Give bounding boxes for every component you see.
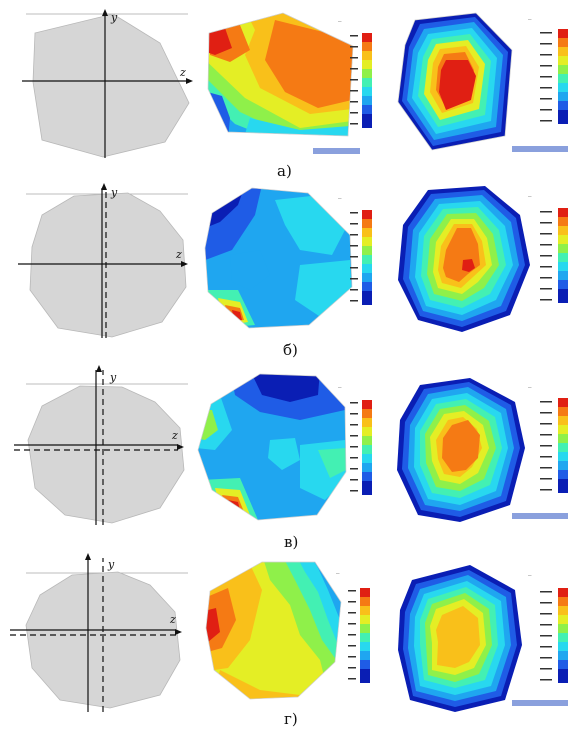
legend-title: — xyxy=(528,385,532,389)
cross-section-d: y z xyxy=(10,553,188,712)
y-axis-arrow-icon xyxy=(96,365,102,372)
y-axis-label: y xyxy=(107,558,115,571)
field-outline xyxy=(205,561,342,700)
cross-section-shape xyxy=(29,192,187,338)
field-outline xyxy=(197,373,347,521)
temperature-field-c: — xyxy=(397,378,568,522)
field-outline xyxy=(204,187,353,329)
color-legend: — xyxy=(338,196,372,305)
legend-title: — xyxy=(336,571,340,575)
legend-title: — xyxy=(338,196,342,200)
cross-section-b: y z xyxy=(18,183,188,338)
status-strip xyxy=(512,146,568,152)
y-axis-label: y xyxy=(110,11,118,24)
color-legend: — xyxy=(338,385,372,495)
row-a: y z — xyxy=(22,9,568,180)
status-strip xyxy=(512,700,568,706)
legend-title: — xyxy=(528,194,532,198)
legend-title: — xyxy=(338,19,342,23)
caption-d: г) xyxy=(284,710,298,728)
cross-section-shape xyxy=(32,13,190,158)
cross-section-shape xyxy=(27,385,185,524)
legend-title: — xyxy=(528,17,532,21)
status-strip xyxy=(512,513,568,519)
caption-c: в) xyxy=(284,533,298,551)
z-axis-label: z xyxy=(179,66,186,79)
y-axis-arrow-icon xyxy=(101,183,107,190)
color-legend: — xyxy=(338,19,372,128)
color-legend: — xyxy=(336,571,370,683)
cross-section-a: y z xyxy=(22,9,193,158)
parameter-field-c: — xyxy=(197,373,372,521)
legend-title: — xyxy=(338,385,342,389)
y-axis-label: y xyxy=(110,186,118,199)
temperature-field-a: — xyxy=(397,12,568,152)
temperature-field-b: — xyxy=(398,186,568,332)
temp-legend: — xyxy=(528,194,568,303)
parameter-field-b: — xyxy=(204,187,372,329)
status-strip xyxy=(313,148,360,154)
z-axis-label: z xyxy=(169,613,176,626)
z-axis-label: z xyxy=(175,248,182,261)
caption-b: б) xyxy=(283,341,298,359)
cross-section-c: y z xyxy=(14,365,188,525)
z-axis-arrow-icon xyxy=(175,629,182,635)
caption-a: а) xyxy=(277,162,292,180)
parameter-field-d: — xyxy=(205,561,370,700)
temperature-field-d: — xyxy=(398,565,568,712)
temp-legend: — xyxy=(528,17,568,124)
temp-legend: — xyxy=(528,573,568,683)
parameter-field-a: — xyxy=(207,12,372,154)
row-b: y z — xyxy=(18,183,568,359)
row-c: y z — xyxy=(14,365,568,551)
z-axis-label: z xyxy=(171,429,178,442)
y-axis-label: y xyxy=(109,371,117,384)
z-axis-arrow-icon xyxy=(186,78,193,84)
y-axis-arrow-icon xyxy=(85,553,91,560)
temp-outline xyxy=(397,12,513,151)
y-axis-arrow-icon xyxy=(102,9,108,16)
temp-legend: — xyxy=(528,385,568,493)
legend-title: — xyxy=(528,573,532,577)
z-axis-arrow-icon xyxy=(181,261,188,267)
z-axis-arrow-icon xyxy=(177,444,184,450)
row-d: y z — xyxy=(10,553,568,728)
field-outline xyxy=(207,12,354,137)
